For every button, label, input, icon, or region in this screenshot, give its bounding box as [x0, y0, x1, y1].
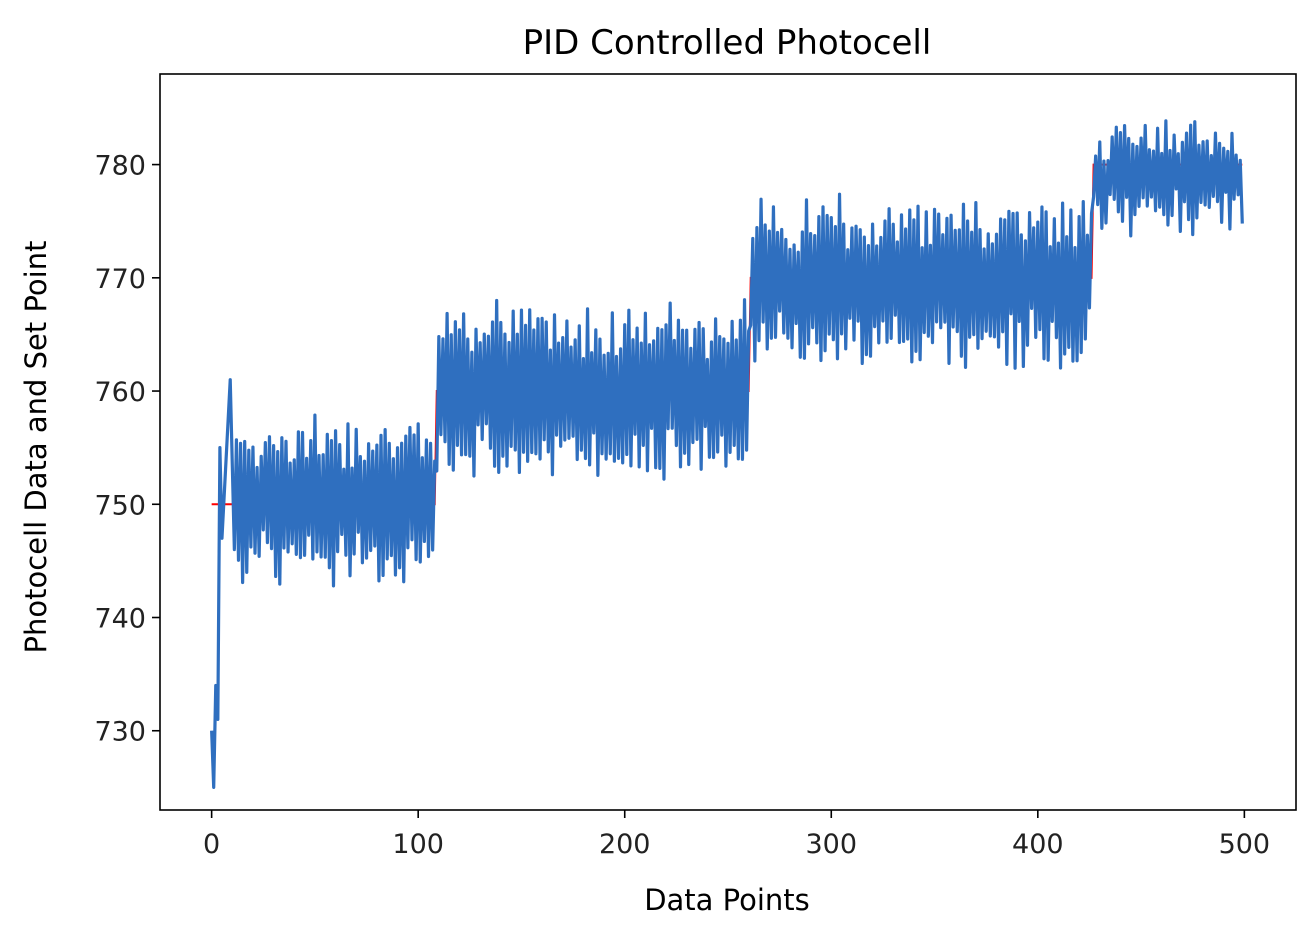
x-tick-label: 300 — [805, 829, 857, 860]
x-tick-label: 500 — [1219, 829, 1271, 860]
y-tick-label: 750 — [94, 490, 146, 521]
y-axis: 730 740 750 760 770 780 — [94, 151, 160, 748]
x-tick-label: 0 — [203, 829, 220, 860]
series-photocell — [210, 119, 1244, 789]
x-tick-label: 100 — [392, 829, 444, 860]
plot-frame — [159, 73, 1297, 811]
data-layer — [210, 119, 1244, 789]
x-tick-label: 200 — [599, 829, 651, 860]
x-axis-label: Data Points — [644, 883, 810, 917]
y-tick-label: 740 — [94, 604, 146, 635]
y-axis-label: Photocell Data and Set Point — [19, 241, 53, 654]
y-tick-label: 780 — [94, 151, 146, 182]
chart-title: PID Controlled Photocell — [523, 23, 932, 63]
y-tick-label: 730 — [94, 717, 146, 748]
y-tick-label: 760 — [94, 377, 146, 408]
x-axis: 0 100 200 300 400 500 — [203, 810, 1270, 860]
y-tick-label: 770 — [94, 264, 146, 295]
x-tick-label: 400 — [1012, 829, 1064, 860]
